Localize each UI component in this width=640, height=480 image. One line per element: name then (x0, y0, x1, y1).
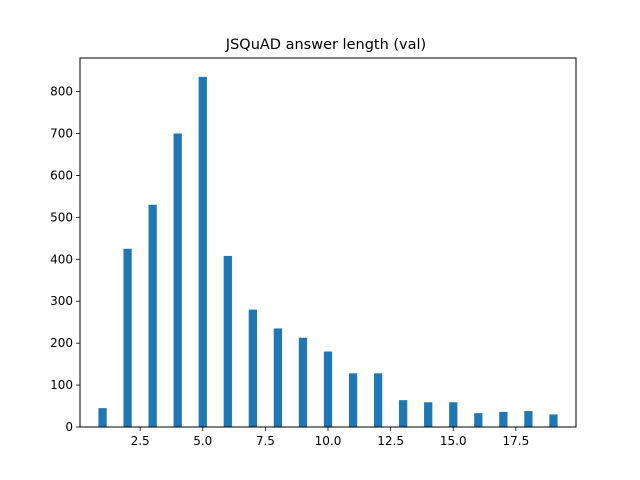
x-tick-label: 2.5 (131, 434, 150, 448)
bar-11 (348, 373, 358, 427)
x-tick-label: 10.0 (315, 434, 342, 448)
bar-4 (173, 133, 182, 427)
x-tick-label: 5.0 (193, 434, 212, 448)
bar-15 (449, 402, 458, 427)
y-tick-label: 400 (50, 252, 73, 266)
y-axis: 0 100 200 300 400 500 600 700 800 (50, 85, 80, 434)
bar-10 (323, 351, 333, 427)
y-tick-label: 700 (50, 126, 73, 140)
x-tick-label: 17.5 (503, 434, 530, 448)
plot-frame (79, 57, 577, 428)
y-tick-label: 300 (50, 294, 73, 308)
bar-13 (399, 400, 408, 427)
bar-7 (248, 309, 257, 427)
bar-17 (499, 411, 508, 427)
bar-16 (474, 413, 483, 427)
bar-12 (373, 373, 383, 427)
bar-8 (273, 328, 283, 427)
y-tick-label: 0 (65, 420, 73, 434)
x-axis: 2.5 5.0 7.5 10.0 12.5 15.0 17.5 (131, 427, 530, 448)
bar-9 (298, 337, 308, 427)
y-tick-label: 100 (50, 378, 73, 392)
bars-group (98, 76, 558, 427)
y-tick-label: 200 (50, 336, 73, 350)
y-tick-label: 800 (50, 85, 73, 99)
bar-3 (148, 204, 157, 427)
y-tick-label: 600 (50, 168, 73, 182)
bar-5 (198, 76, 207, 427)
bar-14 (424, 402, 433, 427)
y-tick-label: 500 (50, 210, 73, 224)
x-tick-label: 15.0 (440, 434, 467, 448)
chart-title: JSQuAD answer length (val) (225, 37, 426, 53)
bar-19 (549, 414, 558, 427)
bar-1 (98, 408, 107, 427)
x-tick-label: 7.5 (256, 434, 275, 448)
bar-6 (223, 255, 232, 427)
x-tick-label: 12.5 (377, 434, 404, 448)
bar-2 (123, 248, 132, 427)
bar-18 (524, 411, 533, 427)
